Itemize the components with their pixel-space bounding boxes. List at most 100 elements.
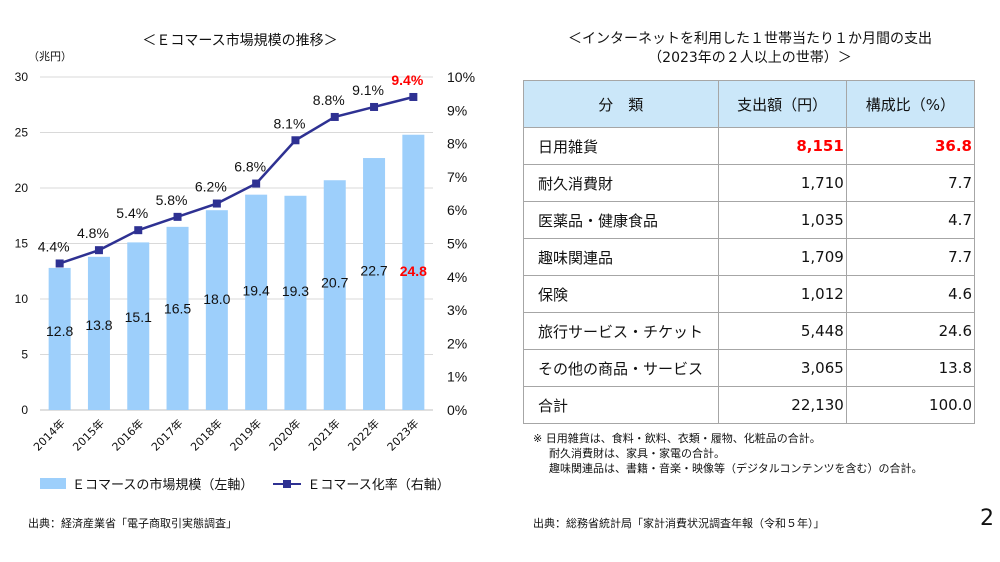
cell-category: 耐久消費財 (523, 164, 719, 202)
rate-marker-2023年 (409, 92, 418, 101)
bar-2023年 (402, 134, 425, 410)
left-axis-tick-label: 30 (15, 70, 29, 84)
right-source-note: 出典：総務省統計局「家計消費状況調査年報（令和５年）」 (533, 517, 825, 530)
x-axis-tick-label: 2023年 (384, 416, 421, 453)
bar-value-label: 12.8 (46, 323, 73, 339)
cell-amount: 3,065 (717, 349, 847, 387)
table-title-line1: ＜インターネットを利用した１世帯当たり１か月間の支出 (568, 31, 932, 47)
chart-title: ＜Ｅコマース市場規模の推移＞ (142, 33, 338, 49)
rate-value-label: 4.8% (77, 225, 109, 241)
cell-category: 保険 (523, 275, 719, 313)
bar-value-label: 19.4 (243, 283, 270, 299)
rate-line (59, 95, 414, 265)
right-axis-tick-label: 5% (447, 236, 467, 252)
bar-2019年 (245, 194, 268, 410)
legend-bar-label: Ｅコマースの市場規模（左軸） (72, 478, 254, 493)
cell-amount: 1,709 (717, 238, 847, 276)
cell-ratio: 36.8 (845, 127, 976, 165)
footnote-line: 耐久消費財は、家具・家電の合計。 (549, 447, 725, 460)
rate-marker-2014年 (55, 259, 64, 268)
table-row: 医薬品・健康食品 1,035 4.7 (523, 201, 976, 239)
rate-value-label: 6.8% (234, 159, 266, 175)
x-axis-tick-label: 2022年 (345, 416, 382, 453)
legend-line-swatch (273, 478, 302, 490)
header-ratio: 構成比（%） (845, 80, 976, 128)
bar-2015年 (87, 256, 110, 410)
bar-value-label: 24.8 (400, 263, 427, 279)
x-axis-tick-label: 2016年 (109, 416, 146, 453)
cell-category: 旅行サービス・チケット (523, 312, 719, 350)
rate-marker-2022年 (370, 102, 379, 111)
rate-value-label: 9.1% (352, 82, 384, 98)
cell-ratio: 7.7 (845, 164, 976, 202)
bar-2022年 (363, 158, 386, 410)
bar-2014年 (48, 267, 71, 410)
page-number: 2 (980, 506, 994, 531)
cell-amount: 8,151 (717, 127, 847, 165)
cell-category: その他の商品・サービス (523, 349, 719, 387)
bar-value-label: 18.0 (203, 291, 230, 307)
rate-marker-2019年 (252, 179, 261, 188)
bar-2016年 (127, 242, 150, 410)
footnote-line: ※ 日用雑貨は、食料・飲料、衣類・履物、化粧品の合計。 (533, 432, 821, 445)
right-axis-tick-label: 7% (447, 169, 467, 185)
bar-2017年 (166, 226, 189, 410)
left-axis-tick-label: 25 (15, 126, 29, 140)
right-axis-tick-label: 9% (447, 102, 467, 118)
rate-value-label: 6.2% (195, 179, 227, 195)
cell-amount: 5,448 (717, 312, 847, 350)
footnote-line: 趣味関連品は、書籍・音楽・映像等（デジタルコンテンツを含む）の合計。 (549, 462, 923, 475)
table-title: ＜インターネットを利用した１世帯当たり１か月間の支出 （2023年の２人以上の世… (520, 30, 980, 68)
rate-value-label: 8.8% (313, 92, 345, 108)
table-row: 日用雑貨 8,151 36.8 (523, 127, 976, 165)
x-axis-tick-label: 2018年 (187, 416, 224, 453)
table-row: 保険 1,012 4.6 (523, 275, 976, 313)
table-row: 趣味関連品 1,709 7.7 (523, 238, 976, 276)
header-category: 分 類 (523, 80, 719, 128)
right-axis-tick-label: 1% (447, 369, 467, 385)
x-axis-tick-label: 2014年 (30, 416, 67, 453)
rate-marker-2017年 (173, 212, 182, 221)
bar-value-label: 22.7 (360, 262, 387, 278)
right-axis-tick-label: 3% (447, 302, 467, 318)
cell-category: 趣味関連品 (523, 238, 719, 276)
chart-legend: Ｅコマースの市場規模（左軸） Ｅコマース化率（右軸） (40, 474, 450, 493)
table-row: 合計 22,130 100.0 (523, 386, 976, 424)
cell-amount: 1,710 (717, 164, 847, 202)
table-row: 耐久消費財 1,710 7.7 (523, 164, 976, 202)
left-axis-tick-label: 20 (15, 181, 29, 195)
bar-value-label: 13.8 (85, 317, 112, 333)
cell-amount: 1,035 (717, 201, 847, 239)
bar-value-label: 15.1 (125, 309, 152, 325)
x-axis-tick-label: 2019年 (227, 416, 264, 453)
cell-amount: 22,130 (717, 386, 847, 424)
rate-marker-2015年 (94, 246, 103, 255)
cell-ratio: 7.7 (845, 238, 976, 276)
right-axis-tick-label: 2% (447, 335, 467, 351)
x-axis-tick-label: 2015年 (70, 416, 107, 453)
table-header-row: 分 類 支出額（円） 構成比（%） (523, 80, 976, 128)
rate-value-label: 5.4% (116, 205, 148, 221)
right-axis-tick-label: 0% (447, 402, 467, 418)
legend-bar-swatch (40, 478, 66, 489)
x-axis-tick-label: 2021年 (305, 416, 342, 453)
x-axis-tick-label: 2020年 (266, 416, 303, 453)
table-title-line2: （2023年の２人以上の世帯）＞ (648, 50, 852, 66)
rate-value-label: 4.4% (38, 238, 70, 254)
left-axis-tick-label: 5 (21, 348, 28, 362)
bar-2020年 (284, 195, 307, 410)
bar-value-label: 19.3 (282, 283, 309, 299)
cell-ratio: 24.6 (845, 312, 976, 350)
rate-marker-2021年 (330, 112, 339, 121)
rate-marker-2020年 (291, 136, 300, 145)
cell-category: 合計 (523, 386, 719, 424)
cell-ratio: 4.7 (845, 201, 976, 239)
left-axis-tick-label: 0 (21, 403, 28, 417)
bar-2018年 (205, 210, 228, 410)
cell-amount: 1,012 (717, 275, 847, 313)
rate-value-label: 8.1% (273, 115, 305, 131)
rate-marker-2016年 (134, 226, 143, 235)
left-axis-unit-label: （兆円） (28, 50, 72, 63)
table-row: その他の商品・サービス 3,065 13.8 (523, 349, 976, 387)
right-axis-tick-label: 10% (447, 69, 475, 85)
